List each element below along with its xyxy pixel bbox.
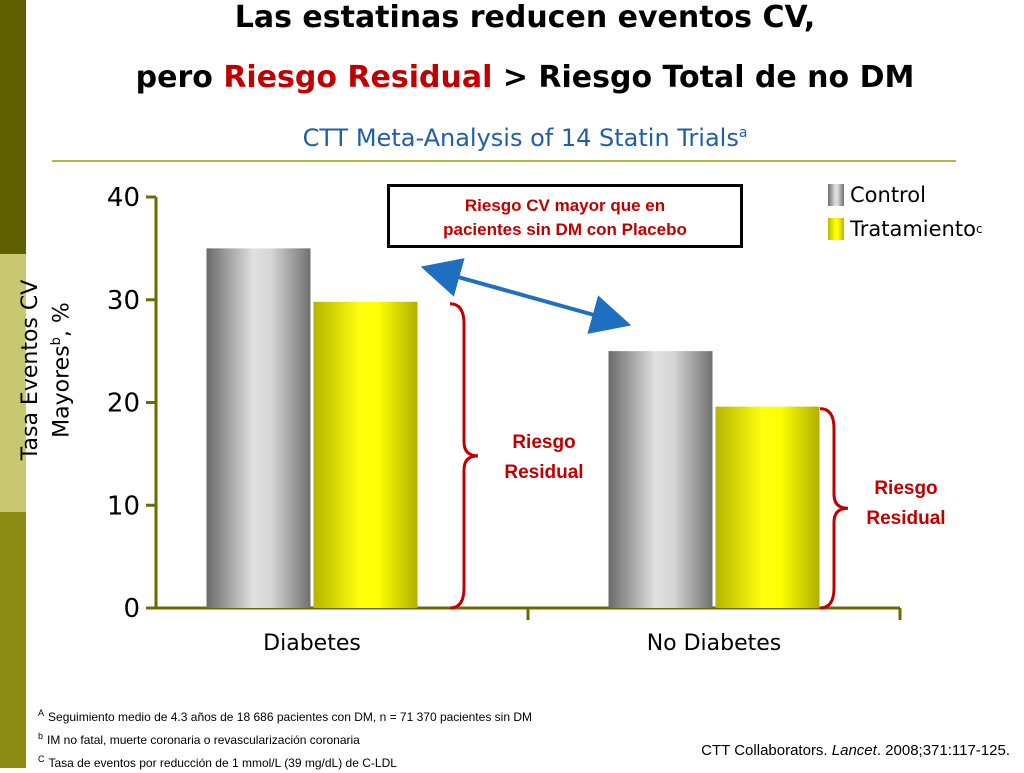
subtitle-text: CTT Meta-Analysis of 14 Statin Trials [302,124,739,152]
footnote-a: A Seguimiento medio de 4.3 años de 18 686… [38,704,532,727]
residual-brace-diabetes [449,302,479,610]
bar-no-diabetes-control [608,351,713,608]
legend-label-tratamiento: Tratamiento [850,217,976,241]
footnote-c-marker: C [38,754,45,764]
footnote-c: C Tasa de eventos por reducción de 1 mmol… [38,750,532,773]
citation-authors: CTT Collaborators. [701,742,832,759]
legend-sup-tratamiento: c [975,222,983,236]
y-tick-label-30: 30 [107,286,140,316]
decor-strip-top [0,0,26,254]
residual-risk-label-no-diabetes: Riesgo Residual [850,474,962,534]
bar-diabetes-control [206,248,311,608]
y-axis-label-line1: Tasa Eventos CV [18,279,43,461]
legend-entry-control: Control [828,178,983,212]
y-axis-label: Tasa Eventos CV Mayoresb, % [18,230,98,510]
y-tick-label-10: 10 [107,491,140,521]
title-line2-prefix: pero [135,60,224,95]
bar-diabetes-tratamiento [313,301,418,608]
y-tick-label-0: 0 [123,594,140,624]
residual-brace-no-diabetes [819,407,849,610]
annotation-line2: pacientes sin DM con Placebo [443,220,687,239]
footnote-b-text: IM no fatal, muerte coronaria o revascul… [47,733,360,747]
title-divider [52,160,956,162]
title-line2-suffix: > Riesgo Total de no DM [492,60,915,95]
y-axis-label-sup: b [49,337,64,346]
subtitle-superscript: a [738,125,748,141]
residual-label-diabetes-line1: Riesgo [512,432,576,453]
x-category-label-diabetes: Diabetes [263,631,361,656]
legend-swatch-tratamiento [828,218,844,240]
y-axis-label-line2: Mayoresb, % [44,230,75,510]
annotation-box: Riesgo CV mayor que en pacientes sin DM … [387,184,743,248]
legend-swatch-control [828,184,844,206]
footnote-a-text: Seguimiento medio de 4.3 años de 18 686 … [48,710,532,724]
residual-label-diabetes-line2: Residual [504,462,584,483]
footnote-b: b IM no fatal, muerte coronaria o revascu… [38,727,532,750]
slide-title-line1: Las estatinas reducen eventos CV, [234,0,816,35]
decor-strip-middle [0,254,26,512]
y-tick-label-40: 40 [107,183,140,213]
footnotes: A Seguimiento medio de 4.3 años de 18 686… [38,704,532,773]
slide-title-line2: pero Riesgo Residual > Riesgo Total de n… [26,60,1024,96]
footnote-c-text: Tasa de eventos por reducción de 1 mmol/… [48,756,397,770]
footnote-b-marker: b [38,731,44,741]
annotation-line1: Riesgo CV mayor que en [464,196,666,215]
legend-entry-tratamiento: Tratamiento c [828,212,983,246]
citation-details: . 2008;371:117-125. [876,742,1010,759]
residual-label-no-diabetes-line1: Riesgo [874,478,938,499]
legend-label-control: Control [850,183,926,207]
bar-no-diabetes-tratamiento [715,406,820,608]
y-tick-label-20: 20 [107,389,140,419]
title-line2-highlight: Riesgo Residual [223,60,493,95]
y-axis-label-mayores: Mayores [49,345,75,438]
chart-legend: Control Tratamiento c [828,178,983,246]
residual-risk-label-diabetes: Riesgo Residual [488,428,600,488]
footnote-a-marker: A [38,708,45,718]
comparison-arrow [420,258,632,334]
residual-label-no-diabetes-line2: Residual [866,508,946,529]
citation: CTT Collaborators. Lancet. 2008;371:117-… [701,742,1010,759]
x-category-label-no-diabetes: No Diabetes [647,631,782,656]
chart-subtitle: CTT Meta-Analysis of 14 Statin Trialsa [26,116,1024,155]
citation-journal: Lancet [831,742,877,759]
y-axis-label-unit: , % [49,302,75,338]
decor-strip-bottom [0,512,26,768]
